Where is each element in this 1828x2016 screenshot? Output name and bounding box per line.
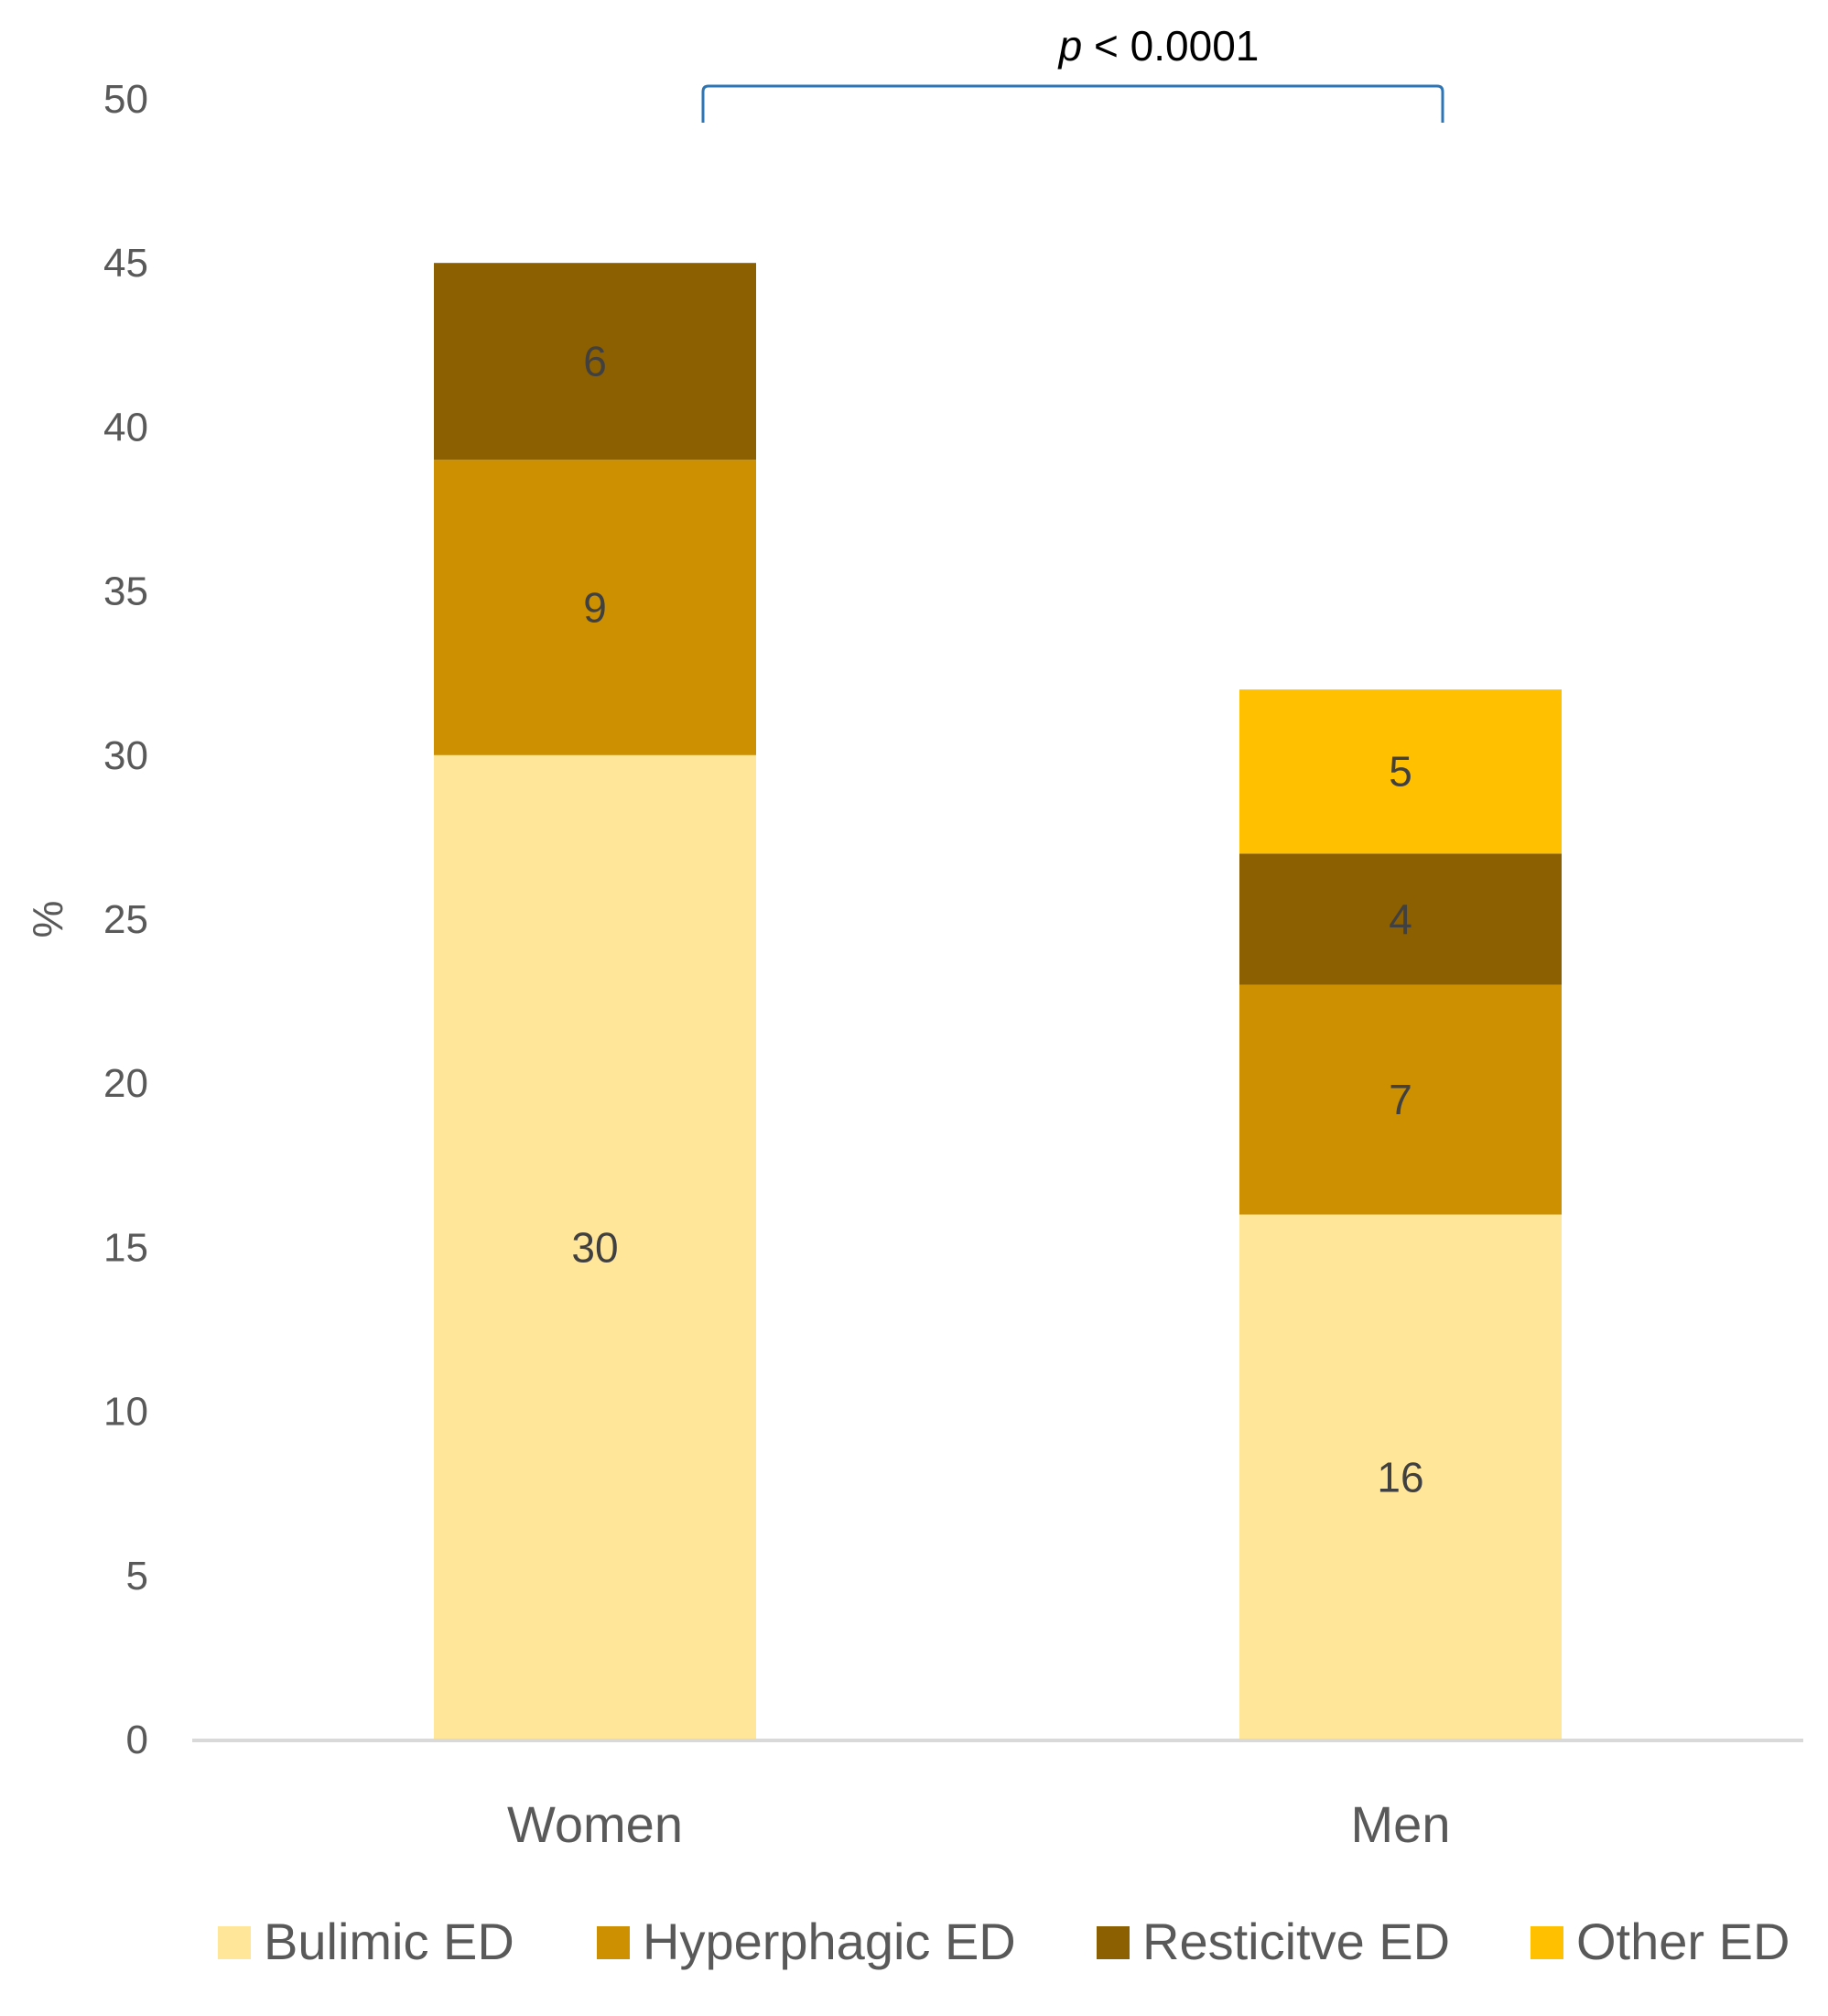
y-tick-label-30: 30 [103,733,148,778]
legend-swatch-resticitve-ed [1097,1926,1130,1959]
data-label-men-bulimic-ed: 16 [1377,1453,1423,1501]
annotation-p-value: < 0.0001 [1082,22,1259,70]
data-label-men-hyperphagic-ed: 7 [1389,1076,1412,1123]
bar-men-resticitve-ed [1239,853,1562,985]
bar-men-bulimic-ed [1239,1214,1562,1740]
data-label-women-hyperphagic-ed: 9 [583,584,607,632]
y-tick-label-20: 20 [103,1061,148,1106]
bar-women-resticitve-ed [434,263,756,461]
y-tick-label-5: 5 [126,1554,148,1599]
y-tick-label-35: 35 [103,569,148,614]
y-axis-label: % [24,901,71,938]
y-tick-label-45: 45 [103,241,148,286]
data-label-women-resticitve-ed: 6 [583,338,607,385]
legend-swatch-other-ed [1531,1926,1563,1959]
data-label-men-other-ed: 5 [1389,748,1412,796]
legend-label-resticitve-ed: Resticitve ED [1142,1913,1450,1970]
legend-swatch-bulimic-ed [218,1926,251,1959]
bar-women-hyperphagic-ed [434,460,756,755]
legend-swatch-hyperphagic-ed [597,1926,630,1959]
legend-label-bulimic-ed: Bulimic ED [264,1913,514,1970]
y-tick-label-10: 10 [103,1390,148,1435]
data-label-men-resticitve-ed: 4 [1389,895,1412,943]
annotation-p-symbol: p [1057,22,1083,70]
y-tick-label-0: 0 [126,1718,148,1762]
legend-label-hyperphagic-ed: Hyperphagic ED [643,1913,1016,1970]
x-tick-label-women: Women [507,1795,683,1853]
bar-men-other-ed [1239,689,1562,854]
y-tick-label-50: 50 [103,77,148,122]
legend-label-other-ed: Other ED [1576,1913,1790,1970]
significance-annotation: p < 0.0001 [1057,22,1260,70]
y-tick-label-15: 15 [103,1225,148,1270]
y-tick-label-25: 25 [103,897,148,942]
data-label-women-bulimic-ed: 30 [571,1223,618,1271]
bar-women-bulimic-ed [434,754,756,1740]
bar-men-hyperphagic-ed [1239,984,1562,1215]
y-tick-label-40: 40 [103,405,148,450]
x-tick-label-men: Men [1351,1795,1451,1853]
significance-bracket [701,84,1444,123]
